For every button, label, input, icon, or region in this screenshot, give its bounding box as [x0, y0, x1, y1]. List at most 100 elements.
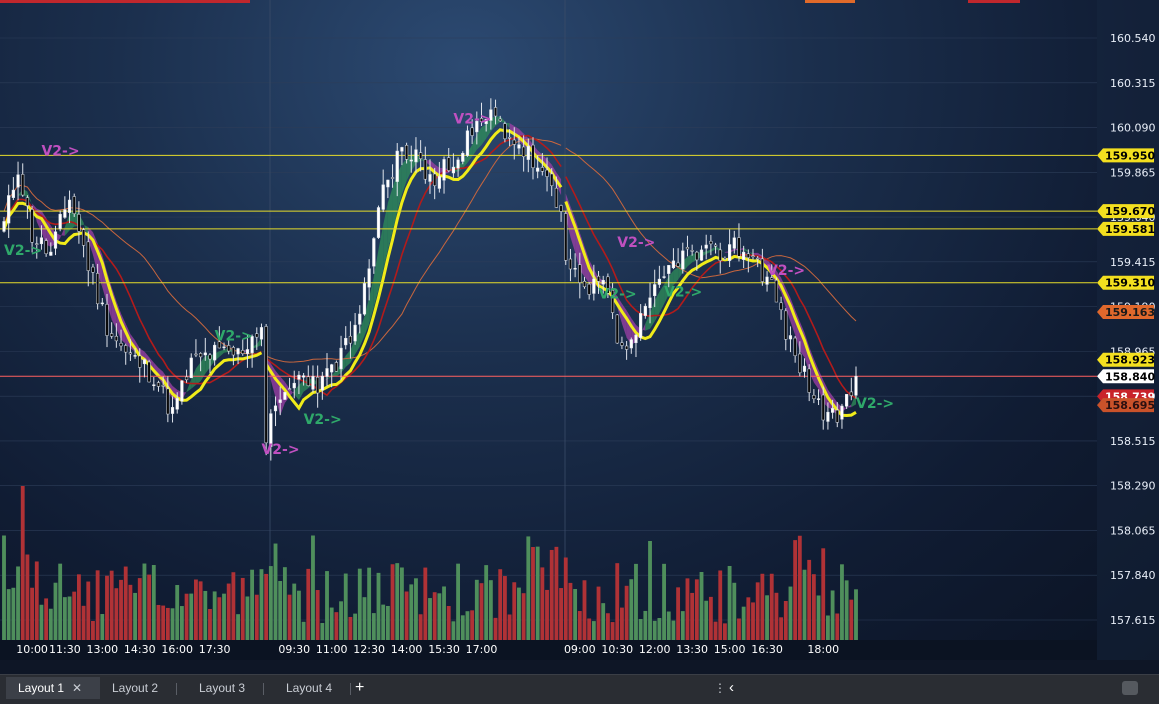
price-tick-label: 158.290 [1110, 480, 1156, 493]
price-chart[interactable]: V2-> V2-> V2-> V2-> V2-> V2-> V2-> V2-> V2-> V2->… [0, 0, 1159, 660]
price-tick-label: 160.540 [1110, 32, 1156, 45]
candle-body [625, 345, 629, 350]
volume-bar [577, 611, 582, 640]
price-tag-bg [1097, 304, 1154, 319]
tab-layout-4[interactable]: Layout 4 [286, 677, 346, 699]
candle-body [812, 395, 816, 400]
volume-bar [53, 582, 58, 640]
price-tag: 158.923 [1105, 354, 1155, 367]
tab-layout-1[interactable]: Layout 1 ✕ [6, 677, 100, 699]
candle-body [316, 377, 320, 394]
signal-label: V2-> [41, 143, 79, 159]
cloud-segment [500, 116, 505, 123]
volume-bar [540, 567, 545, 640]
candle-body [845, 394, 849, 407]
candle-body [400, 147, 404, 152]
candle-body [217, 341, 221, 349]
candle-body [681, 250, 685, 270]
candle-body [114, 335, 118, 342]
candle-body [409, 159, 413, 162]
candle-body [35, 243, 39, 245]
volume-bar [119, 579, 123, 640]
cloud-segment [392, 173, 398, 232]
volume-bar [273, 543, 278, 640]
volume-bar [498, 569, 503, 640]
volume-bar [137, 578, 142, 640]
volume-bar [6, 589, 11, 640]
price-tick-label: 160.090 [1110, 122, 1156, 135]
volume-bar [16, 566, 20, 640]
volume-bar [348, 616, 353, 640]
signal-label: V2-> [4, 243, 42, 259]
volume-bar [760, 573, 765, 640]
candle-body [222, 346, 226, 349]
candle-body [732, 237, 736, 249]
scroll-handle[interactable] [1122, 681, 1138, 695]
chart-area[interactable]: V2-> V2-> V2-> V2-> V2-> V2-> V2-> V2-> V2-> V2->… [0, 0, 1159, 660]
candle-body [470, 127, 474, 136]
volume-bar [765, 595, 769, 640]
cloud-segment [387, 187, 393, 251]
candle-body [297, 374, 301, 380]
volume-bar [67, 596, 72, 640]
cloud-segment [331, 370, 337, 377]
candle-body [63, 209, 67, 218]
volume-bar [208, 608, 212, 640]
volume-bar [11, 587, 16, 640]
volume-bar [250, 569, 255, 640]
signal-label: V2-> [617, 235, 655, 251]
tab-layout-2[interactable]: Layout 2 [112, 677, 172, 699]
candle-body [587, 283, 591, 295]
volume-bar [44, 598, 49, 640]
scroll-left-icon[interactable]: ‹ [729, 679, 734, 696]
orange-moving-average [266, 138, 562, 363]
candle-body [250, 336, 254, 354]
volume-bar [741, 606, 746, 640]
time-axis [0, 640, 1097, 660]
volume-bar [821, 548, 826, 640]
volume-bar [465, 611, 470, 640]
price-axis[interactable] [1097, 0, 1159, 660]
volume-bar [718, 570, 723, 640]
more-options-icon[interactable]: ⋮ [714, 681, 726, 695]
candle-body [447, 157, 451, 171]
volume-bar [147, 574, 152, 640]
volume-bar [212, 591, 217, 640]
candle-body [695, 251, 699, 261]
candle-body [180, 380, 184, 402]
level-price-tag-bg [1097, 221, 1154, 236]
tab-layout-3[interactable]: Layout 3 [199, 677, 259, 699]
cloud-segment [88, 227, 93, 255]
volume-bar [596, 586, 601, 640]
volume-bar [362, 597, 367, 640]
volume-bar [81, 605, 86, 640]
candle-body [540, 167, 544, 172]
signal-label: V2-> [215, 328, 253, 344]
candle-body [770, 277, 774, 280]
candle-body [465, 130, 470, 156]
candle-body [568, 258, 573, 270]
candle-body [49, 251, 53, 256]
volume-bar [109, 570, 114, 640]
volume-bar [339, 601, 343, 640]
volume-bar [404, 591, 409, 640]
volume-bar [746, 597, 751, 640]
candle-body [606, 276, 610, 294]
candle-body [671, 260, 676, 269]
volume-bar [854, 589, 858, 640]
volume-bar [835, 613, 840, 640]
volume-bar [20, 486, 25, 640]
candle-body [362, 283, 367, 315]
signal-label: V2-> [664, 285, 702, 301]
volume-bar [376, 572, 381, 640]
close-tab-icon[interactable]: ✕ [72, 681, 83, 695]
level-price-tag: 159.950 [1105, 149, 1155, 162]
time-tick-label: 10:00 [16, 643, 48, 656]
volume-bar [713, 621, 718, 640]
orange-moving-average [3, 184, 262, 355]
volume-bar [432, 592, 437, 640]
add-layout-icon[interactable]: + [355, 679, 365, 696]
volume-bar [737, 618, 741, 640]
volume-bar [399, 567, 404, 640]
volume-bar [816, 595, 821, 640]
